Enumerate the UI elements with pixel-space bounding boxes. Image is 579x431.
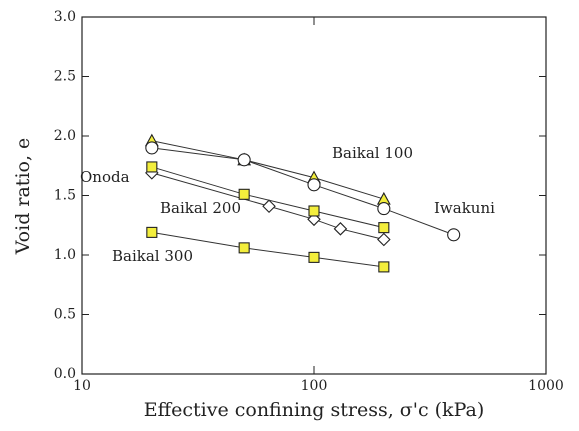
- point: [145, 141, 159, 155]
- point: [378, 261, 390, 273]
- series-label: Onoda: [80, 168, 130, 186]
- series-label: Baikal 100: [332, 144, 413, 162]
- y-tick-label: 3.0: [54, 9, 76, 25]
- point: [238, 188, 250, 200]
- series-line: [151, 140, 384, 200]
- point: [447, 228, 461, 242]
- series-label: Baikal 200: [160, 199, 241, 217]
- point: [377, 202, 391, 216]
- x-tick-label: 10: [73, 378, 91, 394]
- y-axis-label: Void ratio, e: [12, 138, 34, 256]
- point: [237, 153, 251, 167]
- series-label: Baikal 300: [112, 247, 193, 265]
- plot-frame: [81, 16, 547, 375]
- x-tick-label: 1000: [528, 378, 564, 394]
- point: [262, 199, 276, 213]
- y-tick-label: 1.5: [54, 188, 76, 204]
- point: [308, 251, 320, 263]
- y-tick-label: 2.5: [54, 69, 76, 85]
- point: [238, 242, 250, 254]
- series-line: [151, 166, 384, 229]
- y-tick-label: 0.5: [54, 307, 76, 323]
- point: [146, 226, 158, 238]
- y-tick-label: 2.0: [54, 128, 76, 144]
- point: [377, 232, 391, 247]
- y-tick-label: 0.0: [54, 366, 76, 382]
- y-tick-label: 1.0: [54, 247, 76, 263]
- x-tick-label: 100: [301, 378, 328, 394]
- point: [146, 161, 158, 173]
- point: [308, 205, 320, 217]
- series-line: [151, 231, 384, 268]
- point: [333, 222, 348, 236]
- point: [307, 178, 321, 192]
- point: [378, 222, 390, 234]
- series-label: Iwakuni: [434, 199, 495, 217]
- x-axis-label: Effective confining stress, σ'c (kPa): [144, 399, 485, 421]
